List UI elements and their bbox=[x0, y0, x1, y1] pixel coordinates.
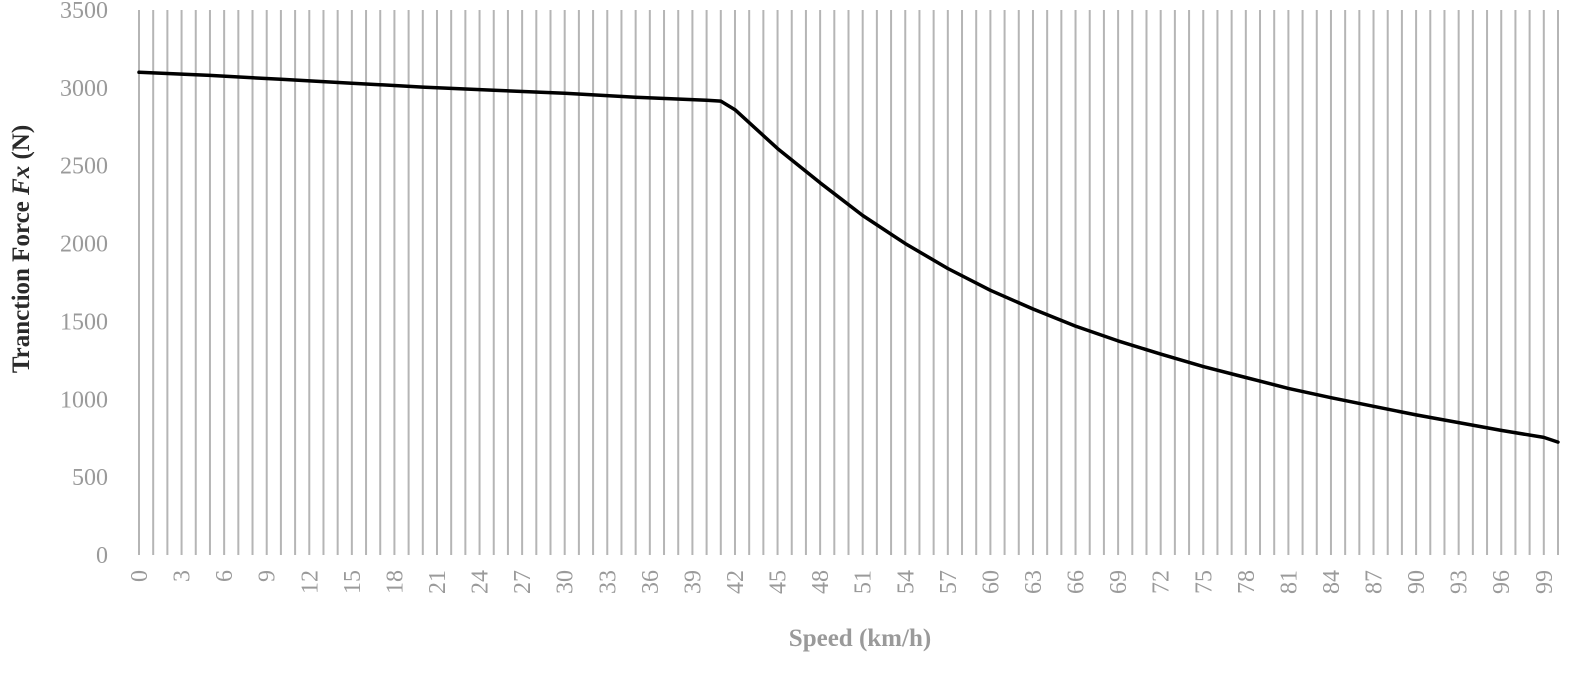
x-tick-label: 96 bbox=[1489, 570, 1515, 594]
x-tick-label: 0 bbox=[127, 570, 153, 582]
x-tick-label: 51 bbox=[851, 570, 877, 594]
y-tick-label: 0 bbox=[96, 543, 108, 569]
x-tick-label: 18 bbox=[382, 570, 408, 594]
x-tick-label: 87 bbox=[1362, 570, 1388, 594]
x-axis-ticks: 0 3 6 9 12 15 18 21 24 27 30 33 36 39 42 45 48 51 54 57 60 63… bbox=[127, 570, 1558, 594]
x-tick-label: 27 bbox=[510, 570, 536, 594]
y-tick-label: 3000 bbox=[60, 76, 108, 102]
y-tick-label: 500 bbox=[72, 465, 108, 491]
y-axis-ticks: 0 500 1000 1500 2000 2500 3000 3500 bbox=[60, 0, 108, 569]
y-axis-title-prefix: Tranction Force bbox=[8, 195, 35, 373]
x-tick-label: 42 bbox=[723, 570, 749, 594]
series-layer bbox=[137, 70, 1560, 444]
x-tick-label: 99 bbox=[1532, 570, 1558, 594]
x-tick-label: 48 bbox=[808, 570, 834, 594]
x-tick-label: 66 bbox=[1064, 570, 1090, 594]
y-tick-label: 1000 bbox=[60, 387, 108, 413]
y-tick-label: 2500 bbox=[60, 154, 108, 180]
x-tick-label: 24 bbox=[468, 570, 494, 594]
x-tick-label: 54 bbox=[893, 570, 919, 594]
y-axis-title: Tranction Force Fx (N) bbox=[8, 125, 35, 373]
x-tick-label: 15 bbox=[340, 570, 366, 594]
x-tick-label: 39 bbox=[680, 570, 706, 594]
y-tick-label: 3500 bbox=[60, 0, 108, 24]
x-tick-label: 45 bbox=[766, 570, 792, 594]
x-tick-label: 72 bbox=[1149, 570, 1175, 594]
x-tick-label: 81 bbox=[1276, 570, 1302, 594]
x-tick-label: 3 bbox=[170, 570, 196, 582]
x-tick-label: 60 bbox=[978, 570, 1004, 594]
x-tick-label: 6 bbox=[212, 570, 238, 582]
x-tick-label: 33 bbox=[595, 570, 621, 594]
x-tick-label: 93 bbox=[1447, 570, 1473, 594]
y-axis-title-symbol: Fx bbox=[8, 166, 35, 196]
x-tick-label: 63 bbox=[1021, 570, 1047, 594]
x-tick-label: 84 bbox=[1319, 570, 1345, 594]
x-tick-label: 90 bbox=[1404, 570, 1430, 594]
x-tick-label: 30 bbox=[553, 570, 579, 594]
y-tick-label: 1500 bbox=[60, 309, 108, 335]
series-line bbox=[137, 70, 1560, 444]
x-tick-label: 78 bbox=[1234, 570, 1260, 594]
x-tick-label: 69 bbox=[1106, 570, 1132, 594]
x-tick-label: 12 bbox=[297, 570, 323, 594]
x-tick-label: 36 bbox=[638, 570, 664, 594]
y-tick-label: 2000 bbox=[60, 232, 108, 258]
x-tick-label: 21 bbox=[425, 570, 451, 594]
y-axis-title-suffix: (N) bbox=[8, 125, 35, 166]
x-tick-label: 9 bbox=[255, 570, 281, 582]
x-axis-title: Speed (km/h) bbox=[789, 625, 931, 652]
vertical-gridlines bbox=[138, 10, 1559, 555]
x-tick-label: 75 bbox=[1191, 570, 1217, 594]
x-tick-label: 57 bbox=[936, 570, 962, 594]
